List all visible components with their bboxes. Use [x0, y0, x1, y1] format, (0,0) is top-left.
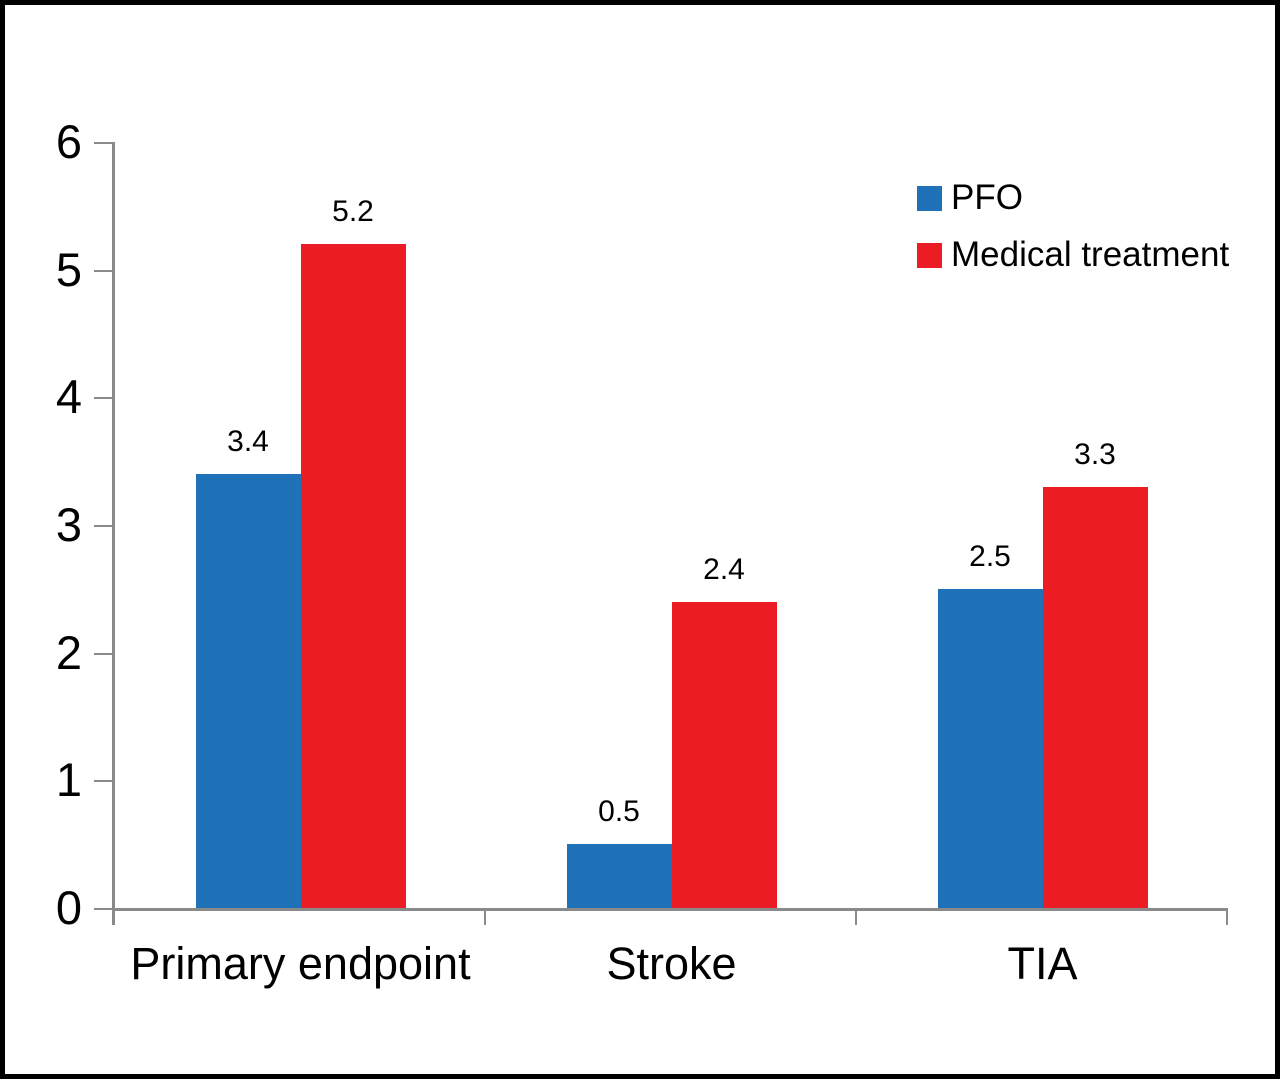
y-axis-line: [112, 142, 115, 925]
legend-label-pfo: PFO: [951, 178, 1023, 217]
bar-pfo-2: [566, 844, 672, 908]
legend-item-medical-treatment: Medical treatment: [917, 235, 1230, 274]
bar-pfo-1: [195, 473, 301, 908]
legend-swatch-medical-treatment: [917, 242, 942, 268]
y-tick: [94, 780, 112, 783]
data-label: 3.3: [1074, 437, 1116, 471]
y-tick-label: 3: [55, 498, 82, 551]
y-tick: [94, 652, 112, 655]
legend: PFO Medical treatment: [917, 178, 1230, 274]
y-tick-label: 0: [55, 881, 82, 934]
y-tick: [94, 397, 112, 400]
y-tick-label: 5: [55, 242, 82, 296]
x-category-label: Primary endpoint: [130, 938, 471, 989]
x-axis-line: [112, 908, 1228, 911]
bar-medical-treatment-3: [1042, 486, 1148, 908]
legend-item-pfo: PFO: [917, 178, 1229, 217]
data-label: 5.2: [332, 195, 374, 229]
x-tick: [484, 908, 486, 925]
x-category-label: Stroke: [606, 938, 737, 989]
y-tick-label: 1: [55, 753, 82, 807]
x-tick: [1226, 908, 1228, 925]
x-tick: [855, 908, 857, 925]
data-label: 3.4: [227, 424, 269, 458]
legend-label-medical-treatment: Medical treatment: [951, 235, 1230, 274]
y-tick-label: 4: [55, 370, 82, 424]
y-tick: [94, 269, 112, 272]
y-tick-label: 6: [55, 115, 82, 168]
y-tick: [94, 908, 112, 910]
data-label: 0.5: [598, 795, 640, 829]
y-tick: [94, 142, 112, 144]
data-label: 2.5: [969, 539, 1011, 573]
x-tick: [113, 908, 115, 925]
y-tick: [94, 525, 112, 527]
bar-medical-treatment-2: [671, 601, 777, 908]
x-category-label: TIA: [1007, 938, 1078, 989]
data-label: 2.4: [703, 552, 745, 586]
bar-medical-treatment-1: [300, 244, 406, 908]
legend-swatch-pfo: [917, 185, 942, 211]
y-tick-label: 2: [55, 625, 82, 679]
bar-pfo-3: [937, 588, 1043, 908]
